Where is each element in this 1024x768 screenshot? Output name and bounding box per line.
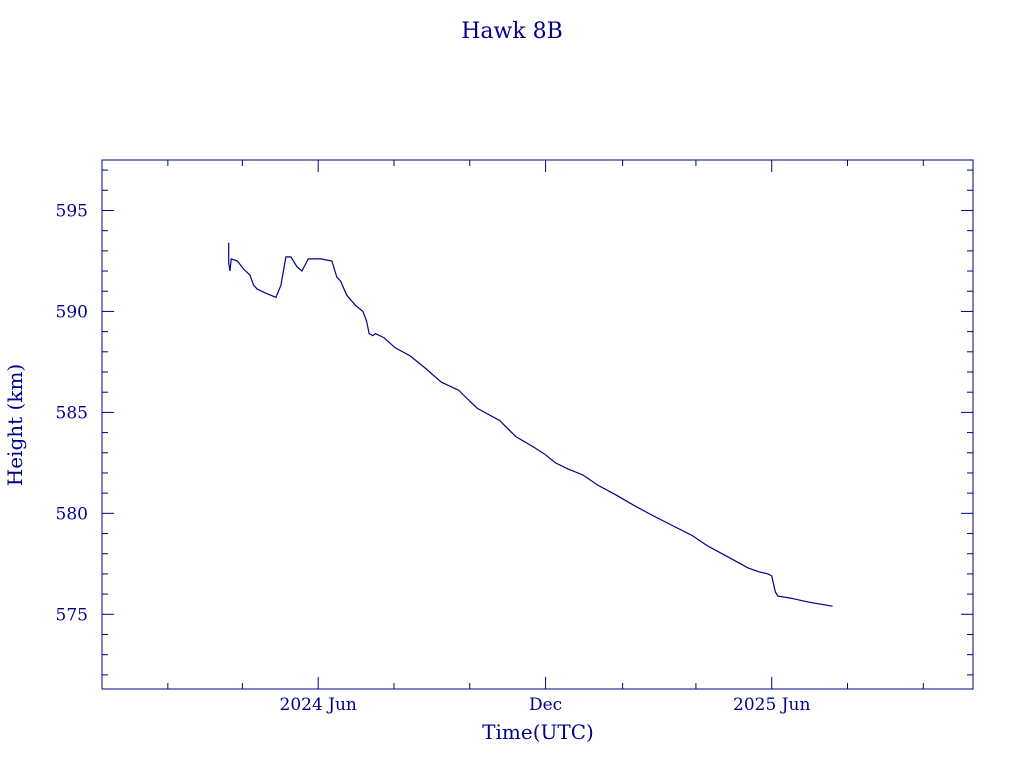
x-tick-label: 2024 Jun [280, 695, 357, 715]
x-tick-labels: 2024 Jun Dec 2025 Jun [280, 695, 811, 715]
axis-ticks [102, 160, 973, 689]
y-tick-labels: 575 580 585 590 595 [56, 201, 88, 625]
y-tick-label: 585 [56, 403, 88, 423]
y-tick-label: 580 [56, 504, 88, 524]
y-tick-label: 590 [56, 302, 88, 322]
height-series-line [228, 242, 833, 607]
y-tick-label: 595 [56, 201, 88, 221]
plot-frame [101, 159, 974, 690]
x-axis-label: Time(UTC) [482, 720, 594, 744]
x-tick-label: Dec [529, 695, 562, 715]
y-axis-label: Height (km) [3, 364, 27, 486]
chart-title: Hawk 8B [461, 19, 563, 44]
x-tick-label: 2025 Jun [733, 695, 810, 715]
y-tick-label: 575 [56, 605, 88, 625]
